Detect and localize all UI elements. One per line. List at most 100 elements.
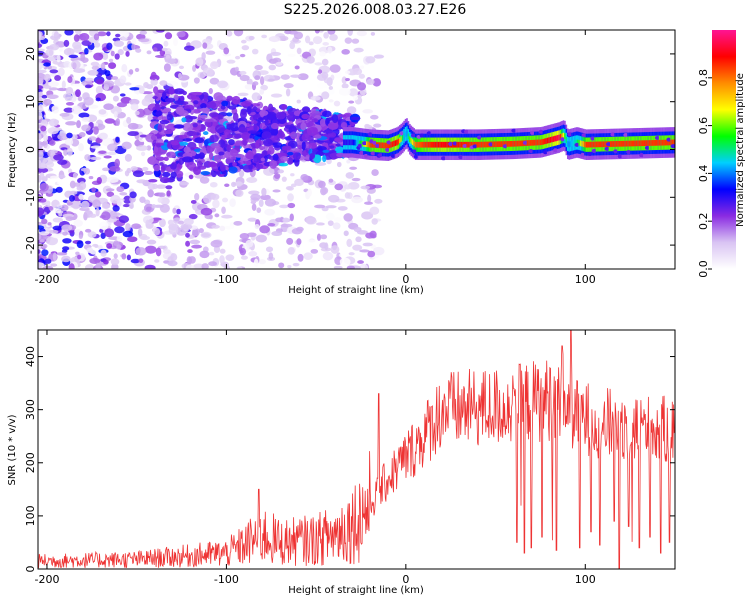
spectrogram-cell [38,133,42,142]
spectrogram-cell [170,162,177,170]
spectrogram-ridge-cell [621,140,624,147]
spectrogram-cell [372,246,385,256]
spectrogram-cell [259,88,265,95]
spectrogram-cell [308,142,318,149]
spectrogram-cell [344,192,351,199]
spectrogram-cell [167,219,174,226]
spectrogram-cell [313,154,322,163]
spectrogram-ridge-cell [457,141,460,148]
spectrogram-cell [351,177,361,182]
colorbar-ticks: 0.0 0.2 0.4 0.6 0.8 [697,69,712,278]
spectrogram-cell [580,152,586,157]
spectrogram-cell [239,170,245,178]
spectrogram-cell [356,30,368,37]
spectrogram-ridge-cell [434,141,437,148]
spectrogram-cell [95,207,100,217]
spectrogram-cell [666,137,672,142]
spectrogram-cell [110,258,120,266]
spectrogram-cell [252,81,259,86]
spectrogram-cell [208,151,214,161]
spectrogram-ridge-cell [406,130,408,137]
spectrogram-cell [336,152,345,158]
spectrogram-cell [134,110,140,116]
spectrogram-cell [162,91,167,100]
spectrogram-cell [316,83,329,89]
spectrogram-cell [322,149,330,153]
spectrogram-ridge-cell [383,142,385,149]
spectrogram-cell [448,141,454,146]
spectrogram-cell [250,119,258,125]
spectrogram-cell [138,86,145,94]
spectrogram-cell [155,103,161,112]
spectrogram-cell [221,100,229,107]
spectrogram-cell [360,185,371,190]
spectrogram-ridge-cell [620,140,622,147]
spectrogram-ridge-cell [518,140,520,147]
spectrogram-ridge-cell [499,141,502,148]
spectrogram-cell [108,58,114,63]
spectrogram-cell [202,67,214,77]
spectrogram-cell [81,116,90,122]
spectrogram-cell [247,217,257,222]
spectrogram-cell [167,260,178,267]
spectrogram-cell [264,208,276,216]
spectrogram-cell [128,98,140,106]
spectrogram-cell [226,59,236,64]
spectrogram-cell [294,178,304,187]
spectrogram-cell [301,141,306,151]
spectrogram-cell [591,148,597,153]
spectrogram-cell [259,110,269,116]
spectrogram-ridge-cell [671,139,674,146]
spectrogram-cell [72,172,78,179]
spectrogram-cell [301,106,311,113]
spectrogram-cell [112,204,120,212]
spectrogram-ridge-cell [640,140,642,147]
spectrogram-cell [87,231,97,238]
spectrogram-cell [239,164,244,170]
spectrogram-ridge-cell [480,141,483,148]
spectrogram-cell [223,47,230,55]
spectrogram-ridge-cell [561,133,563,140]
spectrogram-cell [101,203,111,210]
spectrogram-cell [344,184,352,190]
spectrogram-cell [114,226,125,234]
spectrogram-ridge-cell [663,139,665,146]
spectrogram-cell [182,122,194,132]
spectrogram-cell [78,143,84,152]
spectrogram-cell [155,247,162,257]
spectrogram-cell [327,220,334,226]
spectrogram-cell [61,80,66,89]
spectrogram-cell [99,221,109,230]
spectrogram-cell [128,69,134,75]
spectrogram-cell [274,173,281,179]
spectrogram-cell [283,83,294,89]
spectrogram-cell [90,145,103,149]
spectrogram-cell [78,234,83,240]
spectrogram-cell [321,91,330,100]
spectrogram-cell [224,183,230,187]
spectrogram-cell [132,170,145,178]
spectrogram-cell [300,173,309,182]
spectrogram-cell [239,233,250,240]
spectrogram-cell [538,129,544,134]
spectrogram-cell [367,132,373,137]
spectrogram-cell [158,218,166,228]
spectrogram-cell [327,30,336,35]
spectrogram-cell [452,141,458,146]
spectrogram-cell [130,103,139,111]
spectrogram-cell [254,64,263,71]
spectrogram-cell [301,113,310,120]
spectrogram-cell [293,152,301,161]
spectrogram-cell [107,151,117,156]
spectrogram-ridge-cell [423,141,426,148]
spectrogram-cell [412,149,418,154]
spectrogram-cell [426,131,432,136]
spectrogram-cell [110,194,121,204]
spectrogram-cell [179,181,190,186]
spectrogram-ridge-cell [564,133,566,139]
spectrogram-cell [162,249,171,254]
spectrogram-cell [47,222,52,226]
spectrogram-cell [55,186,63,193]
spectrogram-cell [73,44,82,54]
